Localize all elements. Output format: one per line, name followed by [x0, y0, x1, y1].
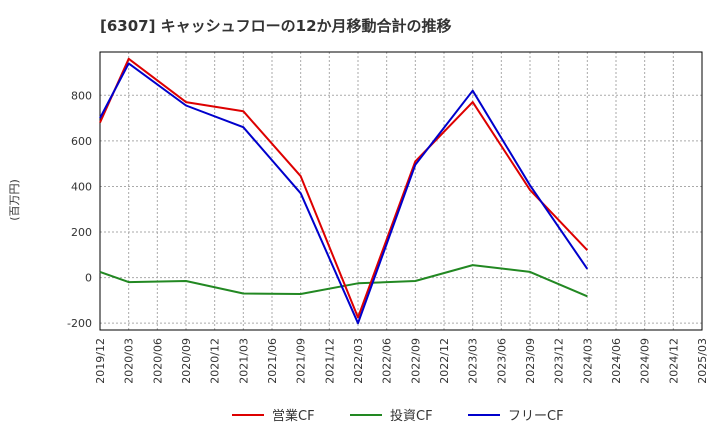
x-tick-label: 2021/03 — [237, 338, 250, 384]
x-tick-label: 2021/12 — [323, 338, 336, 384]
x-tick-label: 2024/12 — [667, 338, 680, 384]
x-tick-label: 2020/06 — [151, 338, 164, 384]
x-tick-label: 2022/12 — [438, 338, 451, 384]
legend-label: 営業CF — [272, 408, 315, 424]
x-tick-label: 2022/06 — [381, 338, 394, 384]
y-axis-label: (百万円) — [8, 179, 21, 221]
x-tick-label: 2023/03 — [467, 338, 480, 384]
series-line — [99, 57, 589, 319]
series-line — [99, 264, 588, 298]
x-tick-label: 2023/09 — [524, 338, 537, 384]
x-tick-label: 2020/03 — [123, 338, 136, 384]
x-tick-label: 2019/12 — [94, 338, 107, 384]
x-tick-label: 2024/06 — [610, 338, 623, 384]
chart-title: [6307] キャッシュフローの12か月移動合計の推移 — [100, 17, 452, 35]
x-tick-label: 2022/09 — [409, 338, 422, 384]
y-tick-label: 0 — [85, 272, 92, 285]
x-tick-label: 2020/12 — [209, 338, 222, 384]
x-tick-label: 2023/12 — [553, 338, 566, 384]
y-tick-label: 800 — [71, 89, 92, 102]
x-tick-label: 2021/06 — [266, 338, 279, 384]
legend-label: フリーCF — [508, 409, 564, 424]
x-tick-label: 2020/09 — [180, 338, 193, 384]
x-tick-label: 2022/03 — [352, 338, 365, 384]
y-tick-label: 600 — [71, 135, 92, 148]
x-tick-label: 2025/03 — [696, 338, 709, 384]
y-tick-label: -200 — [67, 317, 92, 330]
y-tick-label: 200 — [71, 226, 92, 239]
legend-label: 投資CF — [390, 408, 433, 424]
legend: 営業CF 投資CF フリーCF — [232, 408, 564, 424]
x-axis-ticks: 2019/12 2020/03 2020/06 2020/09 2020/12 2021/… — [94, 338, 709, 384]
x-tick-label: 2021/09 — [295, 338, 308, 384]
x-tick-label: 2024/09 — [639, 338, 652, 384]
x-tick-label: 2024/03 — [581, 338, 594, 384]
x-tick-label: 2023/06 — [495, 338, 508, 384]
plot-area-frame — [99, 51, 703, 331]
series-lines — [99, 57, 589, 325]
grid-lines — [99, 52, 703, 330]
y-tick-label: 400 — [71, 180, 92, 193]
series-line — [99, 62, 589, 325]
y-axis-ticks: -200 0 200 400 600 800 — [67, 89, 92, 330]
